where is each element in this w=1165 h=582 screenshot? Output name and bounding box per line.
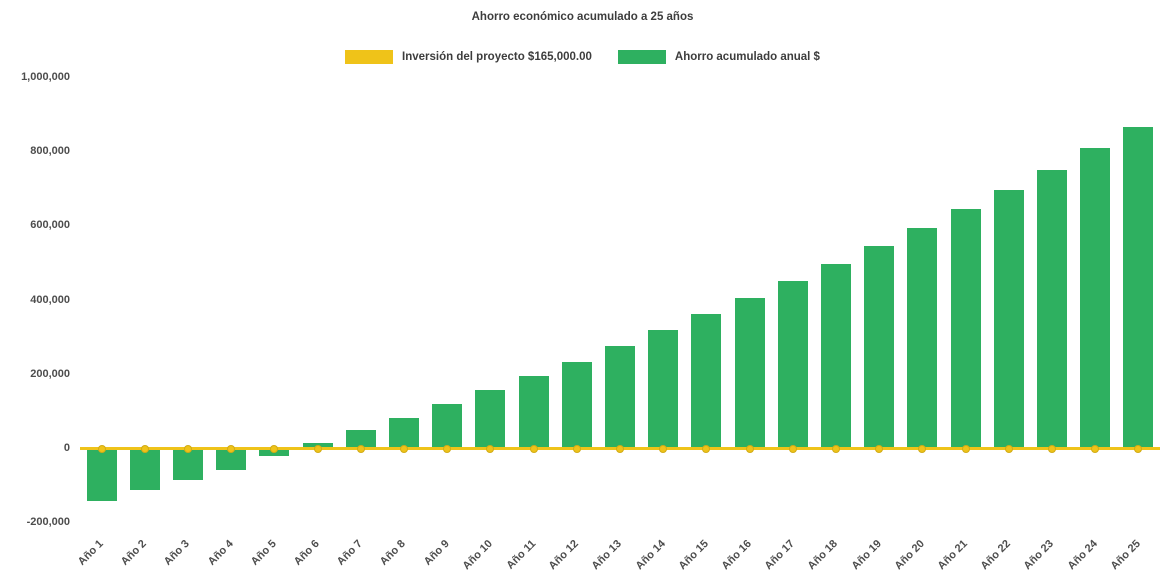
bar-año-2 [129, 448, 160, 490]
investment-line-marker [529, 444, 538, 453]
x-axis-label: Año 3 [162, 537, 193, 568]
investment-legend-label: Inversión del proyecto $165,000.00 [402, 51, 592, 63]
x-axis-label: Año 17 [762, 537, 798, 573]
investment-line-marker [616, 444, 624, 453]
bar-año-10 [475, 390, 506, 449]
x-axis-label: Año 23 [1021, 537, 1057, 573]
investment-line-marker [140, 444, 149, 453]
bar-año-14 [648, 330, 679, 449]
investment-line-marker [918, 444, 927, 453]
investment-line-marker [659, 444, 668, 453]
bar-año-24 [1080, 148, 1111, 449]
investment-legend-swatch [345, 50, 394, 64]
bar-año-21 [950, 209, 981, 449]
bar-año-25 [1123, 126, 1154, 449]
x-axis-label: Año 14 [633, 537, 668, 573]
savings-legend-swatch [617, 50, 666, 64]
bar-año-23 [1037, 169, 1067, 449]
investment-line-marker [875, 444, 884, 453]
y-axis-tick-label: 400,000 [30, 293, 70, 306]
x-axis-label: Año 13 [589, 537, 625, 573]
x-axis-label: Año 8 [378, 537, 409, 568]
x-axis-label: Año 11 [503, 537, 538, 572]
bar-año-18 [821, 264, 851, 449]
x-axis-label: Año 12 [546, 537, 582, 573]
bar-año-19 [864, 246, 895, 449]
bar-año-17 [777, 281, 808, 449]
y-axis-tick-label: -200,000 [26, 516, 70, 528]
y-axis-tick-label: 0 [63, 441, 70, 454]
x-axis-label: Año 16 [719, 537, 754, 573]
investment-line-marker [1004, 444, 1013, 453]
x-axis-label: Año 21 [935, 537, 970, 573]
bar-año-3 [173, 448, 203, 481]
y-axis-tick-label: 200,000 [30, 367, 70, 380]
legend-item-savings[interactable]: Ahorro acumulado anual $ [617, 50, 820, 64]
legend-item-investment[interactable]: Inversión del proyecto $165,000.00 [345, 50, 592, 64]
x-axis-label: Año 20 [892, 537, 927, 573]
investment-line-marker [400, 444, 408, 453]
investment-line-marker [745, 444, 754, 453]
x-axis-label: Año 19 [849, 537, 884, 573]
savings-legend-label: Ahorro acumulado anual $ [674, 51, 820, 63]
chart-title: Ahorro económico acumulado a 25 años [471, 11, 694, 23]
investment-line-marker [270, 444, 279, 453]
investment-line-marker [486, 444, 495, 453]
investment-line-marker [832, 444, 840, 453]
bar-año-7 [345, 430, 376, 449]
x-axis-label: Año 10 [460, 537, 495, 573]
x-axis-label: Año 24 [1065, 537, 1100, 573]
x-axis-label: Año 9 [421, 537, 452, 568]
investment-line-marker [227, 444, 236, 453]
x-axis-label: Año 22 [978, 537, 1014, 573]
investment-line-marker [356, 444, 365, 453]
investment-line-marker [1091, 444, 1100, 453]
investment-line-marker [184, 444, 192, 453]
bar-año-11 [518, 376, 549, 449]
x-axis-label: Año 6 [291, 537, 322, 568]
investment-line-marker [961, 444, 970, 453]
bar-año-15 [691, 313, 722, 449]
x-axis-label: Año 1 [75, 537, 106, 568]
investment-line-marker [97, 444, 106, 453]
bar-año-9 [432, 404, 463, 449]
x-axis-label: Año 4 [205, 537, 236, 568]
x-axis-label: Año 7 [334, 537, 366, 568]
investment-line-marker [1048, 444, 1056, 453]
bar-año-8 [389, 417, 419, 449]
y-axis-tick-label: 600,000 [30, 219, 70, 232]
bar-año-20 [907, 227, 938, 449]
bar-año-22 [993, 189, 1024, 449]
x-axis-label: Año 15 [676, 537, 711, 573]
x-axis-label: Año 18 [805, 537, 841, 573]
x-axis-label: Año 2 [118, 537, 150, 568]
bar-año-12 [561, 361, 592, 449]
investment-line-marker [788, 444, 797, 453]
investment-line-marker [1134, 444, 1143, 453]
investment-line-marker [572, 444, 581, 453]
bar-año-16 [734, 297, 765, 449]
x-axis-label: Año 25 [1108, 537, 1143, 573]
investment-line-marker [313, 444, 322, 453]
y-axis-tick-label: 1,000,000 [21, 71, 70, 83]
bar-año-4 [216, 448, 247, 470]
bar-año-1 [86, 448, 117, 501]
x-axis-label: Año 5 [248, 537, 279, 568]
chart-legend: Inversión del proyecto $165,000.00 Ahorr… [0, 50, 1165, 64]
investment-line-marker [443, 444, 452, 453]
bar-año-13 [605, 346, 635, 449]
investment-line-marker [702, 444, 711, 453]
y-axis-tick-label: 800,000 [30, 145, 70, 158]
